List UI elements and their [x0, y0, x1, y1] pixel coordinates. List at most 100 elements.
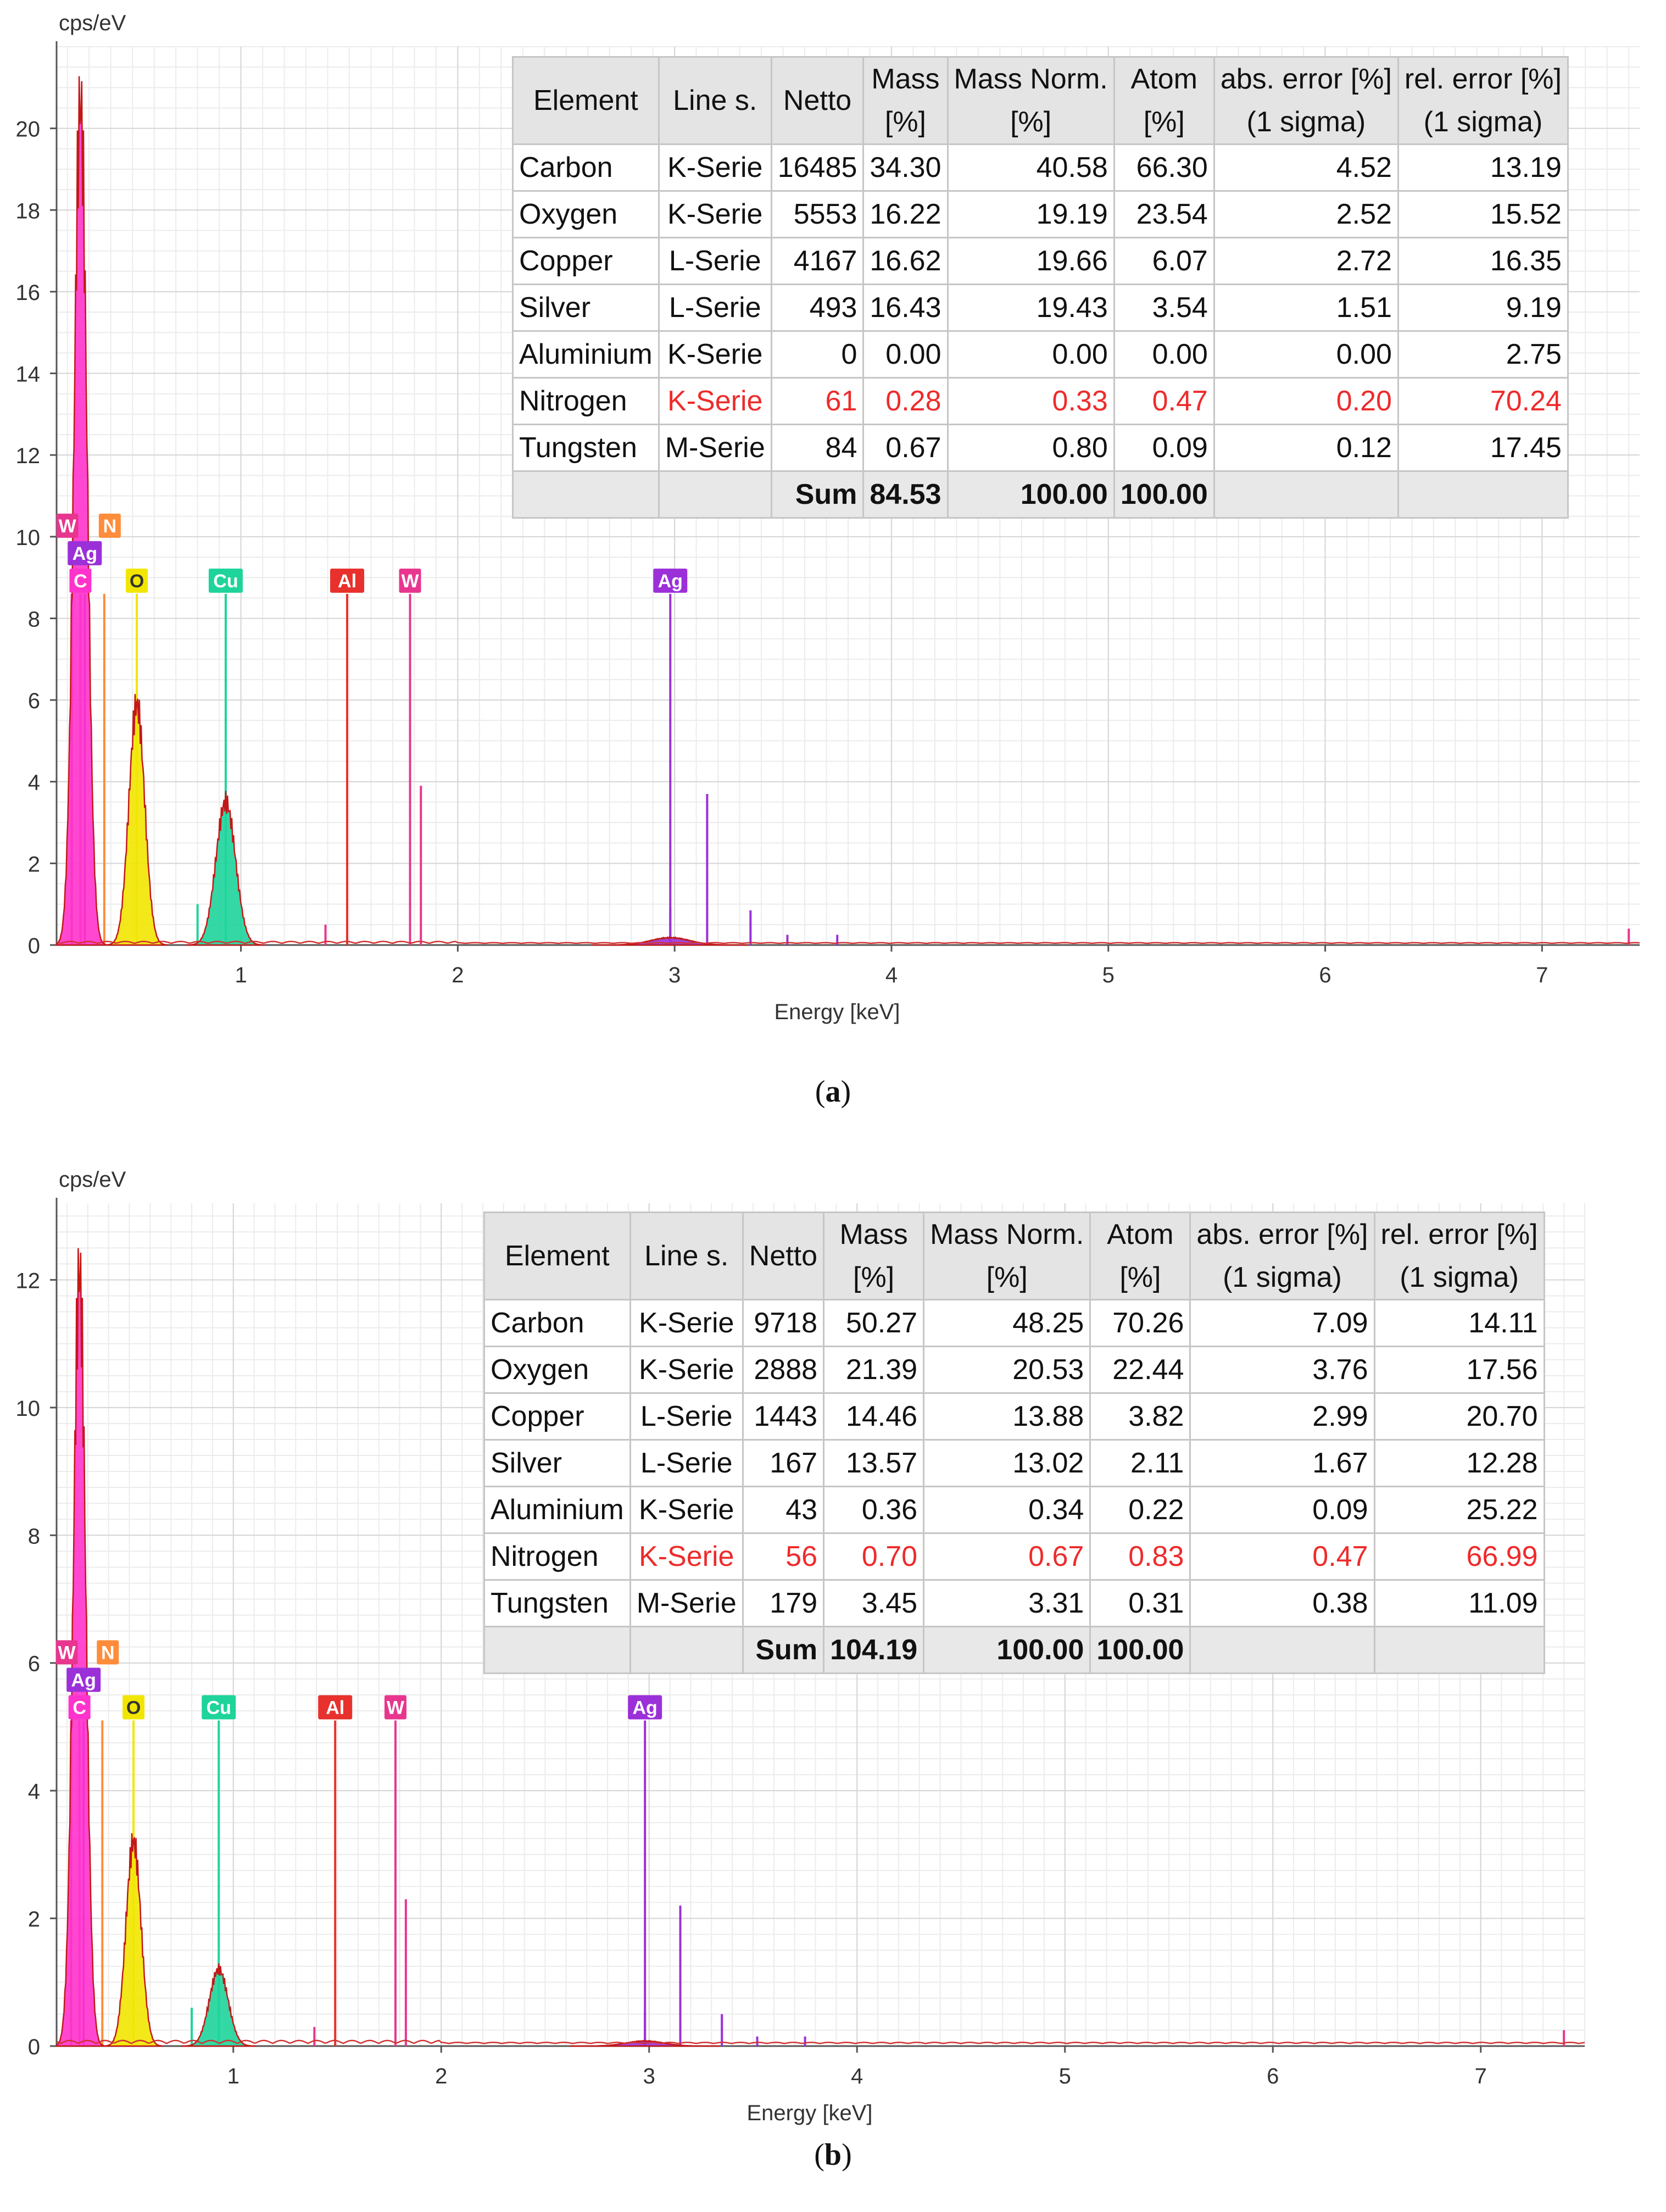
cell-line: K-Serie: [658, 377, 772, 425]
cell-mass: 16.43: [862, 284, 949, 332]
x-tick-label: 4: [885, 963, 898, 987]
cell-rel-error: 9.19: [1397, 284, 1569, 332]
header-line: Mass Norm.: [954, 63, 1108, 95]
header-cell: rel. error [%] (1 sigma): [1397, 56, 1569, 145]
header-cell: Mass Norm. [%]: [923, 1211, 1091, 1300]
header-line: Mass Norm.: [930, 1219, 1084, 1250]
header-line: (1 sigma): [1246, 106, 1366, 138]
element-marker-box: [330, 568, 365, 593]
peak-c: [55, 76, 109, 946]
y-tick-label: 8: [28, 607, 40, 631]
sum-empty-cell: [629, 1626, 744, 1674]
cell-mass: 21.39: [823, 1346, 925, 1394]
cell-atom: 0.22: [1089, 1486, 1191, 1534]
x-tick-label: 2: [435, 2064, 447, 2088]
element-marker-label: O: [130, 571, 144, 592]
y-tick-label: 12: [16, 1269, 41, 1293]
element-marker-al: Al: [330, 568, 365, 593]
table-row: Oxygen K-Serie 2888 21.39 20.53 22.44 3.76 17.5…: [483, 1346, 1545, 1394]
sum-empty-cell: [1189, 1626, 1375, 1674]
cell-line: L-Serie: [629, 1439, 744, 1487]
cell-mass-norm: 0.34: [923, 1486, 1091, 1534]
element-marker-box: [97, 1640, 119, 1665]
header-line: (1 sigma): [1423, 106, 1543, 138]
x-tick-label: 1: [227, 2064, 239, 2088]
element-marker-o: O: [122, 1695, 145, 1720]
y-tick-label: 8: [28, 1524, 40, 1548]
element-marker-ag: Ag: [628, 1695, 662, 1720]
element-marker-label: Ag: [71, 1670, 96, 1691]
element-marker-n: N: [98, 513, 121, 538]
sum-empty-cell: [1397, 470, 1569, 519]
cell-rel-error: 16.35: [1397, 237, 1569, 285]
cell-mass: 34.30: [862, 143, 949, 192]
cell-netto: 43: [742, 1486, 825, 1534]
cell-element: Silver: [512, 284, 660, 332]
sum-empty-cell: [512, 470, 660, 519]
cell-rel-error: 17.45: [1397, 424, 1569, 472]
element-marker-box: [55, 1640, 78, 1665]
cell-element: Oxygen: [512, 190, 660, 238]
element-marker-w: W: [56, 513, 79, 538]
cell-element: Tungsten: [483, 1579, 631, 1627]
y-tick-label: 18: [16, 199, 41, 223]
cell-abs-error: 7.09: [1189, 1299, 1375, 1347]
cell-atom: 0.83: [1089, 1532, 1191, 1581]
cell-rel-error: 12.28: [1373, 1439, 1545, 1487]
element-marker-label: C: [74, 571, 87, 592]
sum-atom: 100.00: [1113, 470, 1215, 519]
header-line: Element: [504, 1240, 610, 1272]
cell-abs-error: 0.12: [1213, 424, 1399, 472]
element-marker-w: W: [55, 1640, 78, 1665]
cell-line: K-Serie: [629, 1532, 744, 1581]
header-line: rel. error [%]: [1380, 1219, 1538, 1250]
cell-rel-error: 11.09: [1373, 1579, 1545, 1627]
table-row: Oxygen K-Serie 5553 16.22 19.19 23.54 2.52 15.5…: [512, 190, 1569, 238]
cell-mass-norm: 40.58: [946, 143, 1115, 192]
y-tick-label: 20: [16, 118, 41, 142]
header-line: Line s.: [644, 1240, 729, 1272]
element-marker-label: Ag: [633, 1697, 658, 1718]
header-line: [%]: [986, 1261, 1028, 1293]
cell-netto: 56: [742, 1532, 825, 1581]
cell-atom: 0.00: [1113, 330, 1215, 379]
element-marker-box: [68, 541, 102, 565]
element-marker-label: W: [387, 1697, 405, 1718]
cell-mass: 0.00: [862, 330, 949, 379]
x-tick-label: 7: [1475, 2064, 1487, 2088]
element-marker-label: W: [58, 1642, 76, 1663]
header-line: Element: [533, 85, 638, 116]
cell-line: L-Serie: [658, 284, 772, 332]
cell-rel-error: 15.52: [1397, 190, 1569, 238]
x-tick-label: 2: [452, 963, 464, 987]
header-cell: Netto: [770, 56, 865, 145]
cell-atom: 6.07: [1113, 237, 1215, 285]
cell-mass-norm: 19.66: [946, 237, 1115, 285]
cell-abs-error: 2.72: [1213, 237, 1399, 285]
cell-rel-error: 17.56: [1373, 1346, 1545, 1394]
peak-ag: [592, 936, 749, 946]
cell-element: Nitrogen: [483, 1532, 631, 1581]
header-line: Atom: [1130, 63, 1197, 95]
header-cell: abs. error [%] (1 sigma): [1189, 1211, 1375, 1300]
element-marker-ag: Ag: [653, 568, 688, 593]
element-marker-box: [628, 1695, 662, 1720]
cell-line: K-Serie: [658, 190, 772, 238]
peak-cu: [186, 791, 265, 946]
cell-mass: 14.46: [823, 1392, 925, 1441]
cell-atom: 0.09: [1113, 424, 1215, 472]
cell-element: Silver: [483, 1439, 631, 1487]
cell-line: K-Serie: [629, 1299, 744, 1347]
cell-mass-norm: 0.67: [923, 1532, 1091, 1581]
element-marker-box: [202, 1695, 236, 1720]
table-row: Carbon K-Serie 16485 34.30 40.58 66.30 4.52 13.…: [512, 143, 1569, 192]
cell-rel-error: 25.22: [1373, 1486, 1545, 1534]
table-row: Copper L-Serie 4167 16.62 19.66 6.07 2.72 16.35: [512, 237, 1569, 285]
x-tick-label: 5: [1059, 2064, 1071, 2088]
header-line: Netto: [783, 85, 852, 116]
cell-mass: 0.70: [823, 1532, 925, 1581]
cell-abs-error: 2.99: [1189, 1392, 1375, 1441]
x-tick-label: 4: [851, 2064, 863, 2088]
header-cell: Element: [483, 1211, 631, 1300]
element-marker-box: [384, 1695, 406, 1720]
